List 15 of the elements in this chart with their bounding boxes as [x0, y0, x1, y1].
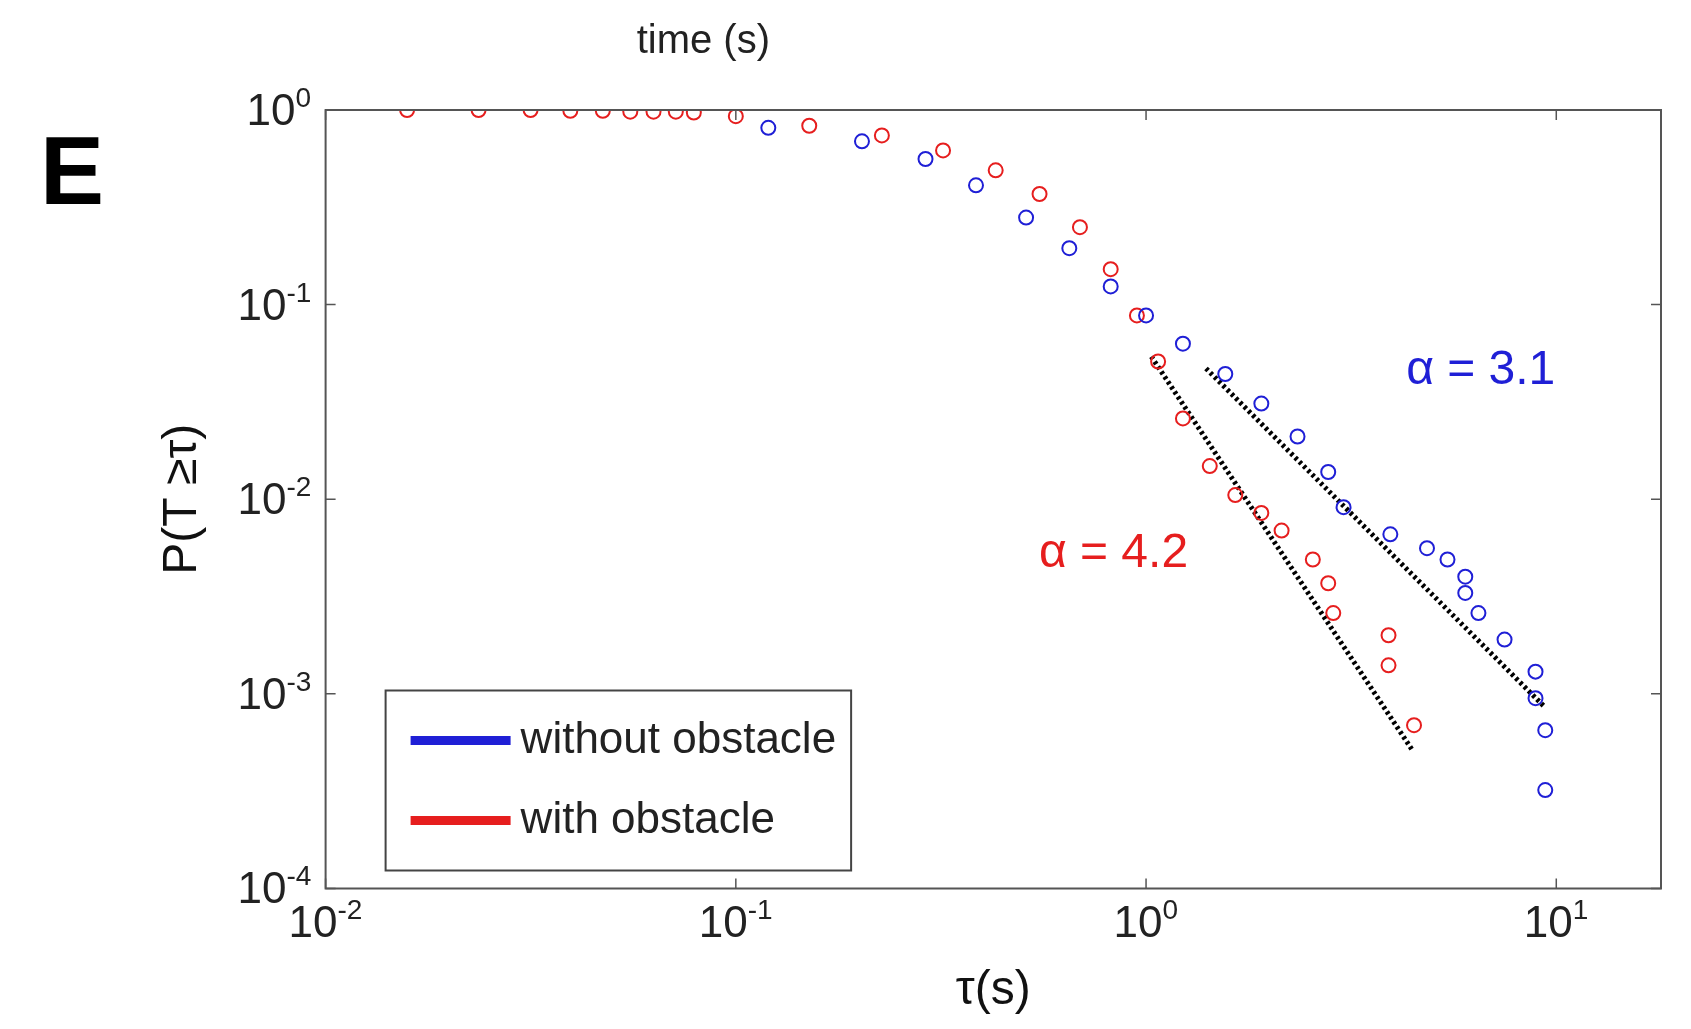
legend-label: with obstacle [519, 792, 775, 842]
y-tick-label: 10$^{-2}$ [237, 471, 312, 524]
x-tick-label: 10$^{-1}$ [698, 894, 773, 947]
y-tick-label: 10$^{-1}$ [237, 276, 312, 329]
legend-label: without obstacle [519, 712, 837, 762]
annotation: α = 4.2 [1038, 523, 1189, 577]
x-tick-label: 10$^{1}$ [1523, 894, 1589, 947]
y-tick-label: 10$^{0}$ [246, 82, 312, 134]
x-axis-title: τ(s) [955, 961, 1031, 1015]
annotation: α = 3.1 [1406, 341, 1556, 394]
chart-title: time (s) [636, 17, 770, 62]
y-axis-title: P(T ≥τ) [153, 423, 207, 575]
x-tick-label: 10$^{0}$ [1113, 894, 1179, 947]
y-tick-label: 10$^{-3}$ [237, 665, 312, 718]
text: E [40, 117, 105, 225]
